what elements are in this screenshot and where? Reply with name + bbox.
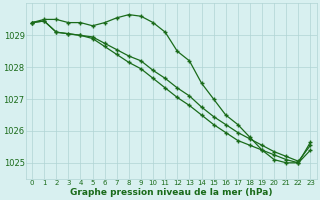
- X-axis label: Graphe pression niveau de la mer (hPa): Graphe pression niveau de la mer (hPa): [70, 188, 273, 197]
